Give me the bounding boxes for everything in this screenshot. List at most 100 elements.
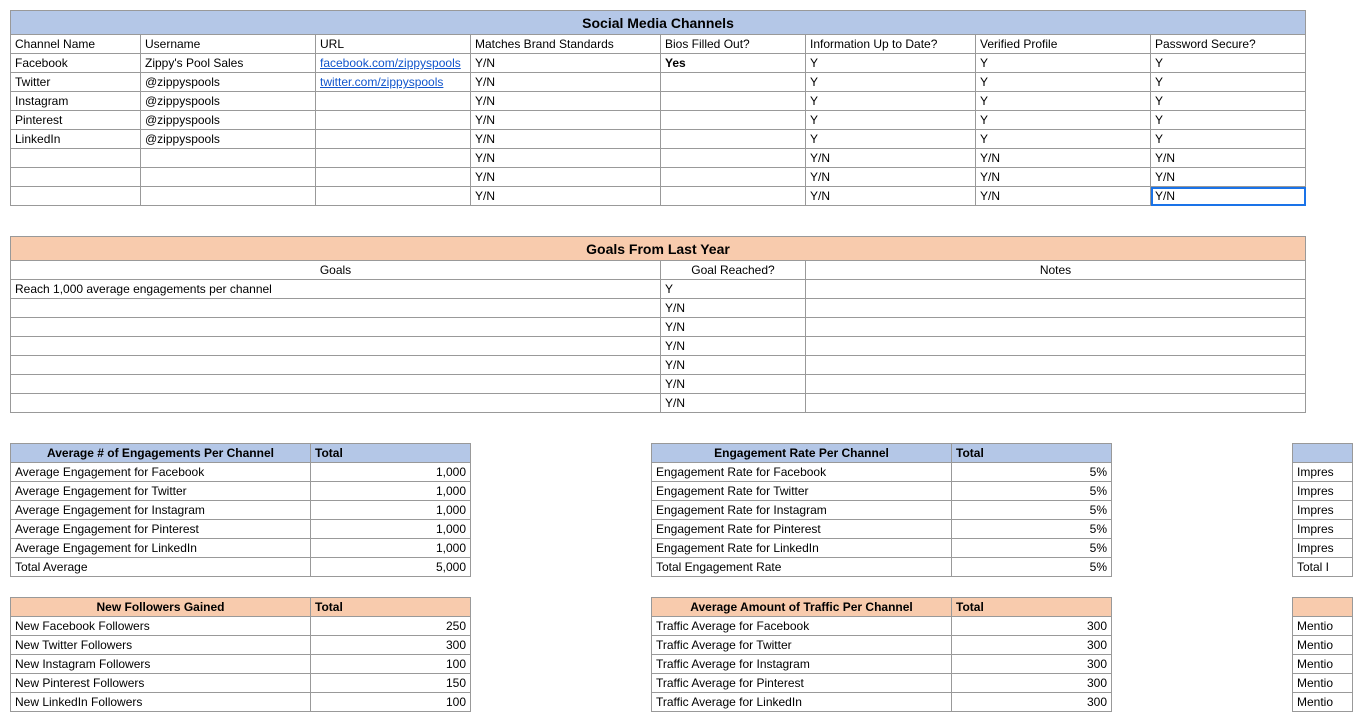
- mini-value-cell[interactable]: 1,000: [311, 539, 471, 558]
- cutoff-cell[interactable]: Impres: [1293, 482, 1353, 501]
- channels-cell[interactable]: Y/N: [976, 149, 1151, 168]
- channels-cell[interactable]: Zippy's Pool Sales: [141, 54, 316, 73]
- mini-label-cell[interactable]: Traffic Average for Instagram: [652, 655, 952, 674]
- goals-cell[interactable]: [806, 337, 1306, 356]
- goals-cell[interactable]: Y: [661, 280, 806, 299]
- mini-value-cell[interactable]: 5%: [952, 558, 1112, 577]
- cutoff-cell[interactable]: Impres: [1293, 501, 1353, 520]
- cutoff-cell[interactable]: Mentio: [1293, 636, 1353, 655]
- channels-cell[interactable]: [661, 92, 806, 111]
- goals-cell[interactable]: [806, 280, 1306, 299]
- channels-cell[interactable]: LinkedIn: [11, 130, 141, 149]
- goals-cell[interactable]: [806, 318, 1306, 337]
- channels-cell[interactable]: [661, 168, 806, 187]
- channels-cell[interactable]: Y: [1151, 130, 1306, 149]
- goals-header-cell[interactable]: Notes: [806, 261, 1306, 280]
- channels-header-cell[interactable]: Verified Profile: [976, 35, 1151, 54]
- channels-cell[interactable]: Y/N: [471, 130, 661, 149]
- mini-label-cell[interactable]: New Facebook Followers: [11, 617, 311, 636]
- channels-cell[interactable]: Y: [806, 73, 976, 92]
- mini-value-cell[interactable]: 250: [311, 617, 471, 636]
- mini-value-cell[interactable]: 100: [311, 693, 471, 712]
- channels-cell[interactable]: Y: [1151, 54, 1306, 73]
- goals-cell[interactable]: Y/N: [661, 375, 806, 394]
- channels-cell[interactable]: Pinterest: [11, 111, 141, 130]
- channels-header-cell[interactable]: Bios Filled Out?: [661, 35, 806, 54]
- channels-cell[interactable]: Y: [806, 92, 976, 111]
- channels-cell[interactable]: Y/N: [471, 149, 661, 168]
- mini-value-cell[interactable]: 300: [311, 636, 471, 655]
- mini-value-cell[interactable]: 5%: [952, 463, 1112, 482]
- channels-cell[interactable]: Y/N: [806, 168, 976, 187]
- cutoff-cell[interactable]: Impres: [1293, 539, 1353, 558]
- goals-cell[interactable]: [806, 299, 1306, 318]
- channels-cell[interactable]: [316, 149, 471, 168]
- goals-cell[interactable]: Y/N: [661, 356, 806, 375]
- channels-cell[interactable]: Y: [1151, 111, 1306, 130]
- mini-label-cell[interactable]: Engagement Rate for Instagram: [652, 501, 952, 520]
- mini-value-cell[interactable]: 300: [952, 655, 1112, 674]
- mini-value-cell[interactable]: 5%: [952, 539, 1112, 558]
- cutoff-cell[interactable]: Mentio: [1293, 655, 1353, 674]
- mini-label-cell[interactable]: Engagement Rate for Pinterest: [652, 520, 952, 539]
- channels-cell[interactable]: @zippyspools: [141, 130, 316, 149]
- channels-cell[interactable]: [661, 111, 806, 130]
- mini-value-cell[interactable]: 1,000: [311, 482, 471, 501]
- channels-cell[interactable]: [661, 187, 806, 206]
- mini-label-cell[interactable]: Total Engagement Rate: [652, 558, 952, 577]
- channels-cell[interactable]: Twitter: [11, 73, 141, 92]
- engagement-rate-table[interactable]: Engagement Rate Per ChannelTotalEngageme…: [651, 443, 1112, 577]
- channels-cell[interactable]: Y/N: [976, 168, 1151, 187]
- channels-cell[interactable]: Y: [976, 92, 1151, 111]
- mini-label-cell[interactable]: Traffic Average for LinkedIn: [652, 693, 952, 712]
- mini-value-cell[interactable]: 300: [952, 617, 1112, 636]
- channels-cell[interactable]: @zippyspools: [141, 73, 316, 92]
- mini-label-cell[interactable]: Average Engagement for Facebook: [11, 463, 311, 482]
- goals-cell[interactable]: [11, 394, 661, 413]
- goals-table[interactable]: Goals From Last YearGoalsGoal Reached?No…: [10, 236, 1306, 413]
- mini-value-cell[interactable]: 150: [311, 674, 471, 693]
- mini-value-cell[interactable]: 5%: [952, 501, 1112, 520]
- mini-value-cell[interactable]: 300: [952, 674, 1112, 693]
- channels-cell[interactable]: Y: [1151, 92, 1306, 111]
- channels-header-cell[interactable]: Information Up to Date?: [806, 35, 976, 54]
- engagements-table[interactable]: Average # of Engagements Per ChannelTota…: [10, 443, 471, 577]
- channels-cell[interactable]: [11, 187, 141, 206]
- mini-label-cell[interactable]: Traffic Average for Pinterest: [652, 674, 952, 693]
- goals-cell[interactable]: [11, 318, 661, 337]
- mini-label-cell[interactable]: Average Engagement for Instagram: [11, 501, 311, 520]
- channels-cell[interactable]: @zippyspools: [141, 92, 316, 111]
- goals-header-cell[interactable]: Goals: [11, 261, 661, 280]
- mini-value-cell[interactable]: 5%: [952, 482, 1112, 501]
- mini-label-cell[interactable]: Engagement Rate for LinkedIn: [652, 539, 952, 558]
- channels-cell[interactable]: [316, 168, 471, 187]
- channels-cell[interactable]: Y/N: [471, 54, 661, 73]
- channels-header-cell[interactable]: URL: [316, 35, 471, 54]
- channels-cell[interactable]: Y/N: [806, 149, 976, 168]
- channels-cell[interactable]: [141, 168, 316, 187]
- goals-cell[interactable]: Y/N: [661, 337, 806, 356]
- mini-value-cell[interactable]: 5%: [952, 520, 1112, 539]
- mini-value-cell[interactable]: 300: [952, 636, 1112, 655]
- mini-label-cell[interactable]: Average Engagement for LinkedIn: [11, 539, 311, 558]
- channels-cell[interactable]: [141, 149, 316, 168]
- channels-cell[interactable]: Y/N: [471, 111, 661, 130]
- mini-label-cell[interactable]: Engagement Rate for Facebook: [652, 463, 952, 482]
- goals-cell[interactable]: [11, 375, 661, 394]
- channels-cell[interactable]: Y: [976, 54, 1151, 73]
- channels-cell[interactable]: [316, 92, 471, 111]
- channels-cell[interactable]: [661, 149, 806, 168]
- mini-value-cell[interactable]: 100: [311, 655, 471, 674]
- goals-cell[interactable]: [11, 356, 661, 375]
- goals-header-cell[interactable]: Goal Reached?: [661, 261, 806, 280]
- cutoff-cell[interactable]: Total I: [1293, 558, 1353, 577]
- goals-cell[interactable]: Reach 1,000 average engagements per chan…: [11, 280, 661, 299]
- mini-label-cell[interactable]: Total Average: [11, 558, 311, 577]
- mini-value-cell[interactable]: 1,000: [311, 463, 471, 482]
- impressions-cutoff-table[interactable]: ImpresImpresImpresImpresImpresTotal I: [1292, 443, 1353, 577]
- channels-cell[interactable]: Y/N: [1151, 149, 1306, 168]
- cutoff-cell[interactable]: Impres: [1293, 520, 1353, 539]
- channels-cell[interactable]: Facebook: [11, 54, 141, 73]
- mini-label-cell[interactable]: New Instagram Followers: [11, 655, 311, 674]
- channels-cell[interactable]: Y/N: [471, 168, 661, 187]
